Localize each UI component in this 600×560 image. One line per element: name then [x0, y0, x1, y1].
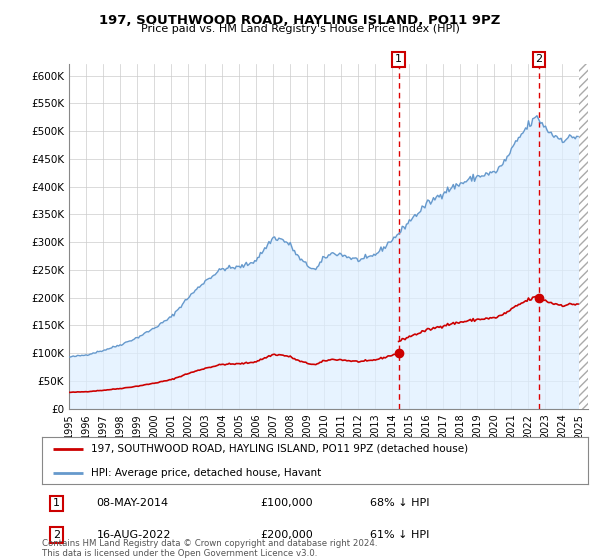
Text: Contains HM Land Registry data © Crown copyright and database right 2024.
This d: Contains HM Land Registry data © Crown c… [42, 539, 377, 558]
Text: 197, SOUTHWOOD ROAD, HAYLING ISLAND, PO11 9PZ (detached house): 197, SOUTHWOOD ROAD, HAYLING ISLAND, PO1… [91, 444, 468, 454]
Text: 08-MAY-2014: 08-MAY-2014 [97, 498, 169, 508]
Text: £100,000: £100,000 [260, 498, 313, 508]
Text: 197, SOUTHWOOD ROAD, HAYLING ISLAND, PO11 9PZ: 197, SOUTHWOOD ROAD, HAYLING ISLAND, PO1… [100, 14, 500, 27]
Bar [580, 64, 588, 409]
Text: 2: 2 [53, 530, 60, 540]
Text: 61% ↓ HPI: 61% ↓ HPI [370, 530, 429, 540]
Text: HPI: Average price, detached house, Havant: HPI: Average price, detached house, Hava… [91, 468, 322, 478]
Text: 2: 2 [535, 54, 542, 64]
Text: 68% ↓ HPI: 68% ↓ HPI [370, 498, 429, 508]
Text: Price paid vs. HM Land Registry's House Price Index (HPI): Price paid vs. HM Land Registry's House … [140, 24, 460, 34]
Text: £200,000: £200,000 [260, 530, 313, 540]
Text: 1: 1 [395, 54, 402, 64]
Text: 16-AUG-2022: 16-AUG-2022 [97, 530, 171, 540]
Text: 1: 1 [53, 498, 60, 508]
